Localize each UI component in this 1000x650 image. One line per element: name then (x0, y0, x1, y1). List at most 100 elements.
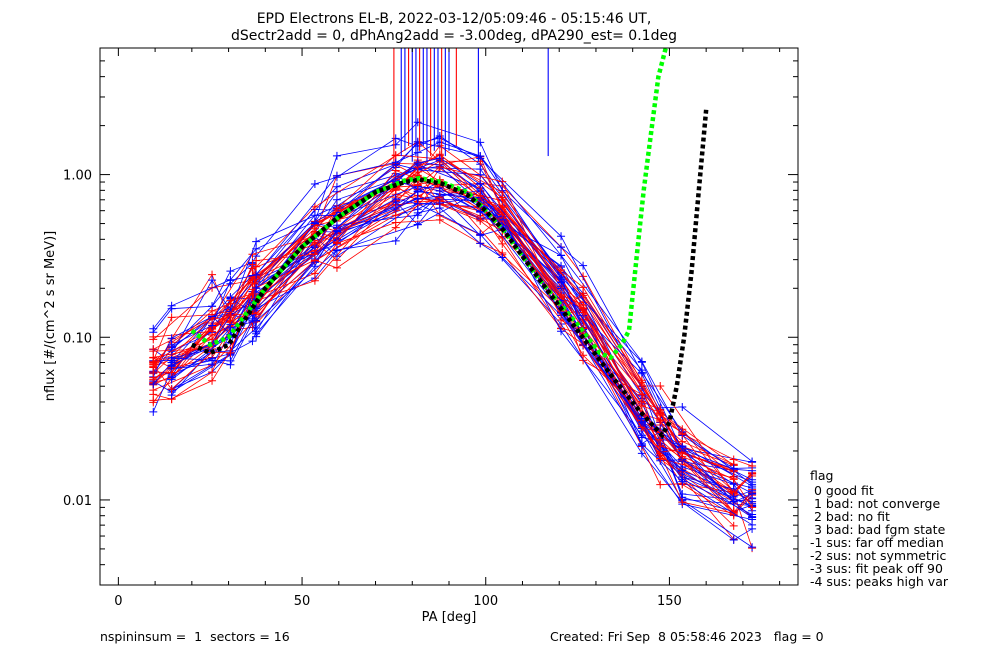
data-point (413, 181, 422, 190)
data-point (435, 162, 444, 171)
data-point (208, 276, 217, 285)
data-point (476, 239, 485, 248)
data-point (498, 177, 507, 186)
trace-line (153, 197, 753, 481)
x-tick-label: 100 (473, 594, 498, 609)
data-point (729, 508, 738, 517)
data-point (167, 301, 176, 310)
data-point (748, 478, 757, 487)
data-point (579, 301, 588, 310)
data-point (252, 237, 261, 246)
data-point (167, 362, 176, 371)
data-point (748, 513, 757, 522)
data-point (476, 191, 485, 200)
data-point (310, 239, 319, 248)
data-point (391, 194, 400, 203)
x-tick-label: 50 (294, 594, 311, 609)
data-point (226, 276, 235, 285)
x-tick-label: 0 (114, 594, 122, 609)
data-point (476, 170, 485, 179)
data-point (579, 272, 588, 281)
data-point (678, 475, 687, 484)
data-point (149, 358, 158, 367)
chart-title: EPD Electrons EL-B, 2022-03-12/05:09:46 … (257, 11, 652, 27)
data-point (332, 226, 341, 235)
data-point (476, 208, 485, 217)
data-point (391, 236, 400, 245)
data-point (167, 385, 176, 394)
data-point (310, 202, 319, 211)
data-point (729, 464, 738, 473)
data-point (413, 208, 422, 217)
data-point (729, 535, 738, 544)
y-tick-label: 1.00 (63, 169, 92, 184)
data-point (332, 187, 341, 196)
data-point (637, 390, 646, 399)
data-point (435, 215, 444, 224)
data-point (310, 179, 319, 188)
data-point (226, 311, 235, 320)
data-point (678, 466, 687, 475)
data-point (310, 211, 319, 220)
data-point (729, 455, 738, 464)
data-point (252, 271, 261, 280)
data-point (748, 543, 757, 552)
footer-created-info: Created: Fri Sep 8 05:58:46 2023 flag = … (550, 629, 824, 644)
data-point (476, 180, 485, 189)
legend-entry: -4 sus: peaks high var (810, 574, 949, 589)
off-scale-spikes (393, 48, 549, 162)
data-point (310, 224, 319, 233)
data-point (226, 299, 235, 308)
data-point (557, 290, 566, 299)
trace-line (153, 194, 735, 540)
data-point (149, 396, 158, 405)
data-point (208, 376, 217, 385)
data-point (149, 332, 158, 341)
data-point (167, 341, 176, 350)
data-point (637, 357, 646, 366)
data-point (149, 407, 158, 416)
data-point (678, 498, 687, 507)
data-point (729, 521, 738, 530)
trace-line (153, 219, 734, 514)
data-point (656, 410, 665, 419)
x-axis-label: PA [deg] (422, 610, 477, 625)
data-point (678, 429, 687, 438)
x-axis: 0 50 100 150 (114, 48, 781, 609)
data-point (149, 373, 158, 382)
data-point (413, 118, 422, 127)
trace-line (153, 193, 753, 549)
data-point (332, 238, 341, 247)
fit-curve (190, 109, 709, 439)
chart-subtitle: dSectr2add = 0, dPhAng2add = -3.00deg, d… (231, 28, 677, 44)
data-point (435, 198, 444, 207)
data-point (167, 375, 176, 384)
data-point (208, 360, 217, 369)
data-point (391, 211, 400, 220)
data-point (656, 442, 665, 451)
data-point (391, 151, 400, 160)
data-point (226, 348, 235, 357)
data-point (252, 316, 261, 325)
data-point (557, 265, 566, 274)
data-point (413, 148, 422, 157)
trace-line (171, 203, 753, 541)
data-point (678, 443, 687, 452)
data-point (413, 159, 422, 168)
data-point (557, 277, 566, 286)
data-point (476, 231, 485, 240)
data-point (310, 256, 319, 265)
data-point (579, 308, 588, 317)
data-point (579, 261, 588, 270)
spin-traces (149, 118, 757, 553)
legend-entry: -2 sus: not symmetric (810, 548, 946, 563)
data-point (248, 280, 257, 289)
data-point (435, 154, 444, 163)
data-point (167, 334, 176, 343)
data-point (748, 520, 757, 529)
data-point (391, 158, 400, 167)
legend-entry: 2 bad: no fit (810, 509, 890, 524)
data-point (332, 151, 341, 160)
trace-line (171, 196, 753, 518)
data-point (252, 283, 261, 292)
